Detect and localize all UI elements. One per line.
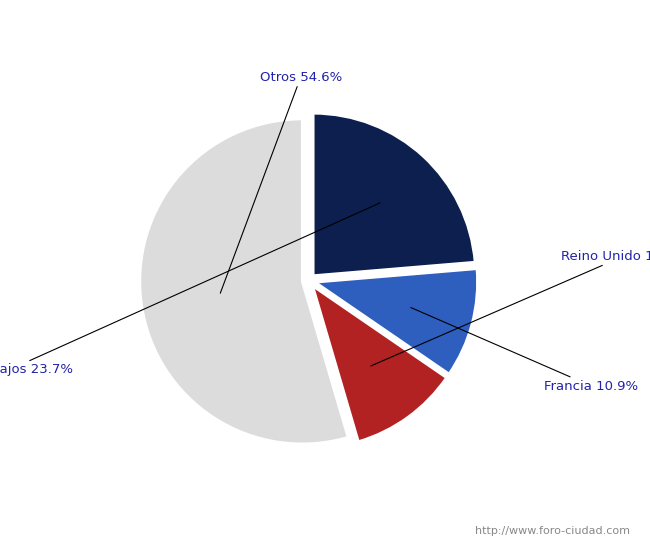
Text: Reino Unido 10.9%: Reino Unido 10.9% [370, 250, 650, 366]
Wedge shape [140, 119, 348, 444]
Text: Francia 10.9%: Francia 10.9% [411, 307, 638, 393]
Text: Otros 54.6%: Otros 54.6% [220, 71, 342, 293]
Text: Países Bajos 23.7%: Países Bajos 23.7% [0, 203, 380, 376]
Wedge shape [313, 286, 447, 442]
Wedge shape [313, 113, 475, 276]
Text: http://www.foro-ciudad.com: http://www.foro-ciudad.com [476, 526, 630, 536]
Wedge shape [315, 268, 478, 374]
Text: Gójar - Turistas extranjeros según país - Abril de 2024: Gójar - Turistas extranjeros según país … [101, 12, 549, 30]
